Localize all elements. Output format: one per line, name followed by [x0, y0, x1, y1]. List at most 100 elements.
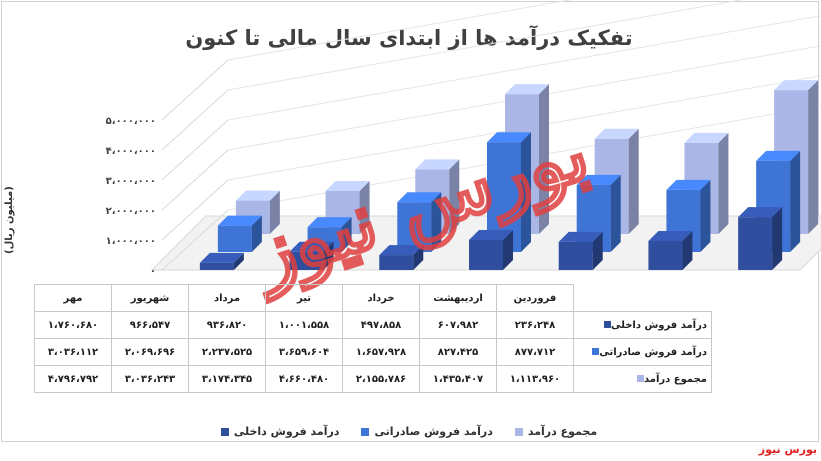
bar-1-2	[289, 241, 334, 270]
bar-3-2-top	[325, 180, 370, 191]
bar-2-5-top	[576, 174, 621, 185]
data-label: ۱،۷۶۰،۶۸۰	[34, 311, 112, 339]
bar-2-3-side	[431, 192, 442, 252]
series-label-cell: درآمد فروش داخلی	[573, 311, 712, 339]
bar-1-5-front	[558, 241, 593, 270]
bar-1-7-top	[738, 207, 783, 218]
gridline	[161, 89, 229, 151]
bar-2-2-side	[341, 217, 352, 252]
bar-1-4-side	[503, 229, 513, 270]
bar-1-4-top	[469, 229, 513, 240]
data-label: ۹۳۶،۸۲۰	[188, 311, 266, 339]
data-label: ۱،۴۳۵،۴۰۷	[419, 365, 497, 393]
bar-1-5	[558, 231, 603, 270]
bar-1-6-front	[648, 241, 683, 270]
gridline	[227, 0, 744, 91]
category-label: مهر	[34, 284, 112, 312]
y-tick-label: ۵،۰۰۰،۰۰۰	[106, 116, 156, 127]
table-row: مجموع درآمد ۱،۱۱۳،۹۶۰ ۱،۴۳۵،۴۰۷ ۲،۱۵۵،۷۸۶ ۴،…	[34, 365, 712, 393]
bar-3-7-top	[774, 80, 819, 91]
data-label: ۲۳۶،۲۴۸	[496, 311, 574, 339]
series-name: مجموع درآمد	[644, 373, 707, 385]
series-label-cell: درآمد فروش صادراتی	[573, 338, 712, 366]
gridline	[161, 209, 229, 271]
data-label: ۴۹۷،۸۵۸	[342, 311, 420, 339]
legend-label: درآمد فروش صادراتی	[374, 425, 493, 438]
data-label: ۱،۶۵۷،۹۲۸	[342, 338, 420, 366]
bar-3-7-side	[808, 80, 819, 234]
bar-2-1	[217, 215, 262, 252]
bar-3-6-side	[718, 132, 729, 234]
bar-2-3-front	[397, 202, 432, 252]
legend-item: درآمد فروش داخلی	[220, 425, 340, 438]
bar-2-2-top	[307, 217, 352, 228]
table-row: درآمد فروش صادراتی ۸۷۷،۷۱۲ ۸۲۷،۴۲۵ ۱،۶۵۷،۹۲…	[34, 338, 712, 366]
bar-3-3-top	[415, 159, 460, 170]
bar-2-1-top	[217, 215, 262, 226]
category-label: مرداد	[188, 284, 266, 312]
legend-label: مجموع درآمد	[527, 425, 598, 438]
data-label: ۲،۲۳۷،۵۲۵	[188, 338, 266, 366]
gridline	[161, 149, 229, 211]
bar-3-2-side	[359, 180, 370, 234]
data-label: ۲،۱۵۵،۷۸۶	[342, 365, 420, 393]
bar-3-6-top	[684, 132, 729, 143]
gridline	[227, 0, 573, 61]
bar-3-3-side	[449, 159, 460, 234]
bar-1-7	[738, 207, 783, 270]
gridline	[161, 59, 229, 121]
data-label: ۳،۰۳۶،۲۴۳	[111, 365, 189, 393]
series-swatch	[604, 321, 611, 328]
bar-1-1	[199, 252, 244, 270]
y-tick-label: ۰	[150, 266, 156, 277]
bar-1-2-side	[323, 241, 334, 270]
bar-1-1-side	[233, 252, 244, 270]
legend-item: درآمد فروش صادراتی	[361, 425, 493, 438]
bar-3-4-side	[539, 84, 549, 234]
data-label: ۳،۰۳۶،۱۱۲	[34, 338, 112, 366]
bar-1-3-front	[379, 255, 414, 270]
data-label: ۸۷۷،۷۱۲	[496, 338, 574, 366]
bar-2-3-top	[397, 192, 442, 203]
bar-2-3	[397, 192, 442, 252]
data-table: فروردین اردیبهشت خرداد تیر مرداد شهریور مهر درآ…	[34, 284, 712, 393]
bar-1-1-top	[199, 252, 244, 263]
bar-2-7-top	[756, 150, 801, 161]
bar-1-5-top	[558, 231, 603, 242]
bar-3-4-top	[505, 84, 549, 95]
data-label: ۶۰۷،۹۸۲	[419, 311, 497, 339]
bar-3-1-top	[235, 190, 280, 201]
y-tick-label: ۱،۰۰۰،۰۰۰	[106, 236, 156, 247]
bar-3-5-side	[628, 128, 639, 234]
bar-1-2-front	[289, 251, 324, 270]
series-swatch	[637, 375, 645, 382]
legend-item: مجموع درآمد	[514, 425, 598, 438]
legend-swatch	[220, 427, 229, 436]
legend-swatch	[361, 427, 370, 436]
series-label-cell: مجموع درآمد	[573, 365, 712, 393]
y-tick-label: ۴،۰۰۰،۰۰۰	[106, 146, 156, 157]
bar-1-3	[379, 245, 424, 270]
series-name: درآمد فروش صادراتی	[599, 346, 707, 358]
table-corner	[574, 285, 712, 312]
bar-2-1-side	[251, 215, 262, 252]
category-label: فروردین	[496, 284, 574, 312]
gridline	[161, 179, 229, 241]
bar-1-4	[469, 229, 513, 270]
bar-2-6-side	[700, 179, 711, 252]
bar-3-5-top	[594, 128, 639, 139]
series-swatch	[592, 348, 600, 355]
gridline	[227, 15, 821, 121]
brand-logo-text: بورس نیوز	[758, 443, 817, 456]
data-label: ۹۶۶،۵۴۷	[111, 311, 189, 339]
bar-1-6	[648, 231, 693, 270]
bar-2-4-side	[521, 132, 531, 252]
table-header-row: فروردین اردیبهشت خرداد تیر مرداد شهریور مهر	[34, 284, 712, 312]
data-label: ۲،۰۶۹،۶۹۶	[111, 338, 189, 366]
watermark-logo: بورس نیوز	[238, 107, 600, 304]
bar-1-7-front	[738, 217, 773, 270]
data-label: ۱،۰۰۱،۵۵۸	[265, 311, 343, 339]
legend-label: درآمد فروش داخلی	[233, 425, 340, 438]
series-name: درآمد فروش داخلی	[611, 319, 707, 331]
gridline	[161, 119, 229, 181]
